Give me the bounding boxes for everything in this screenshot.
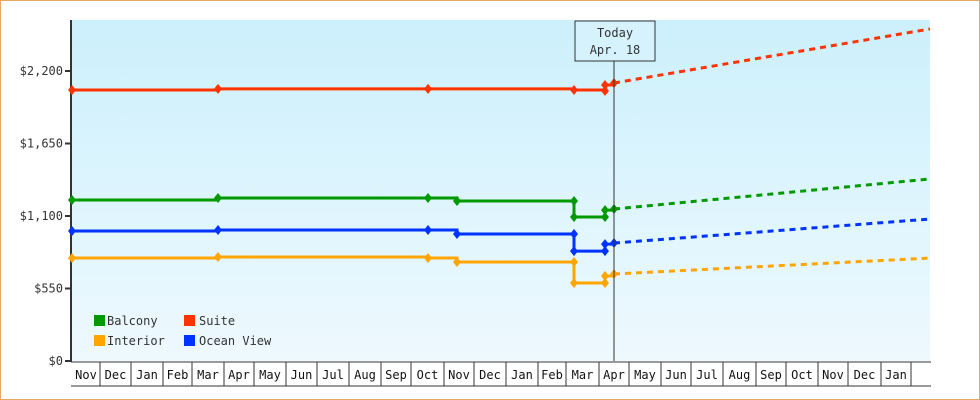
data-point[interactable] — [424, 253, 432, 264]
x-month-label: Oct — [417, 368, 439, 382]
x-month-label: Apr — [603, 368, 625, 382]
series-lines — [68, 27, 931, 288]
data-point[interactable] — [570, 277, 578, 288]
legend-label: Suite — [199, 314, 235, 328]
legend-label: Balcony — [107, 314, 158, 328]
data-point[interactable] — [68, 84, 76, 95]
plot-area — [71, 20, 930, 361]
x-month-label: Feb — [541, 368, 563, 382]
x-month-label: Aug — [729, 368, 751, 382]
data-point[interactable] — [68, 195, 76, 206]
x-month-label: May — [634, 368, 656, 382]
series-ocean-view — [68, 217, 931, 257]
data-point[interactable] — [601, 239, 609, 250]
x-month-label: Nov — [822, 368, 844, 382]
today-label: Today — [597, 26, 633, 40]
x-month-label: Jan — [885, 368, 907, 382]
balcony-swatch-icon — [94, 315, 105, 326]
data-point[interactable] — [453, 195, 461, 206]
data-point[interactable] — [424, 224, 432, 235]
data-point[interactable] — [601, 205, 609, 216]
legend: Balcony Suite Interior Ocean View — [94, 314, 272, 348]
x-month-label: Jan — [511, 368, 533, 382]
legend-item-suite[interactable]: Suite — [184, 314, 235, 328]
y-tick-label: $0 — [49, 354, 63, 368]
data-point[interactable] — [68, 253, 76, 264]
x-month-label: Jan — [136, 368, 158, 382]
x-month-label: Sep — [760, 368, 782, 382]
x-month-label: Sep — [385, 368, 407, 382]
interior-swatch-icon — [94, 335, 105, 346]
data-point[interactable] — [214, 83, 222, 94]
x-month-label: Feb — [167, 368, 189, 382]
x-month-label: Jul — [322, 368, 344, 382]
data-point[interactable] — [601, 246, 609, 257]
data-point[interactable] — [601, 212, 609, 223]
data-point[interactable] — [601, 277, 609, 288]
x-month-label: Dec — [105, 368, 127, 382]
series-interior — [68, 251, 931, 288]
x-month-label: Jun — [291, 368, 313, 382]
legend-label: Ocean View — [199, 334, 272, 348]
y-tick-label: $1,100 — [20, 209, 63, 223]
data-point[interactable] — [601, 85, 609, 96]
x-month-label: Oct — [791, 368, 813, 382]
y-tick-label: $550 — [34, 282, 63, 296]
data-point[interactable] — [570, 212, 578, 223]
x-month-label: Aug — [354, 368, 376, 382]
y-tick-label: $2,200 — [20, 64, 63, 78]
ocean-view-swatch-icon — [184, 335, 195, 346]
x-month-label: Apr — [228, 368, 250, 382]
data-point[interactable] — [601, 270, 609, 281]
legend-item-balcony[interactable]: Balcony — [94, 314, 158, 328]
x-month-label: Dec — [479, 368, 501, 382]
x-month-label: Nov — [448, 368, 470, 382]
suite-swatch-icon — [184, 315, 195, 326]
today-marker: Today Apr. 18 — [574, 20, 656, 361]
x-month-label: Mar — [572, 368, 594, 382]
data-point[interactable] — [570, 229, 578, 240]
data-point[interactable] — [424, 192, 432, 203]
x-month-label: Jul — [696, 368, 718, 382]
data-point[interactable] — [570, 257, 578, 268]
data-point[interactable] — [570, 246, 578, 257]
legend-label: Interior — [107, 334, 165, 348]
data-point[interactable] — [570, 84, 578, 95]
today-date: Apr. 18 — [590, 43, 641, 57]
legend-item-interior[interactable]: Interior — [94, 334, 165, 348]
x-axis-months: Nov Dec Jan Feb Mar Apr May Jun Jul Aug Sep Oct Nov D… — [71, 361, 931, 387]
data-point[interactable] — [453, 257, 461, 268]
data-point[interactable] — [453, 229, 461, 240]
legend-item-ocean-view[interactable]: Ocean View — [184, 334, 272, 348]
x-month-label: Dec — [854, 368, 876, 382]
data-point[interactable] — [601, 79, 609, 90]
y-tick-label: $1,650 — [20, 137, 63, 151]
data-point[interactable] — [214, 192, 222, 203]
data-point[interactable] — [424, 83, 432, 94]
data-point[interactable] — [214, 251, 222, 262]
x-month-label: Nov — [75, 368, 97, 382]
data-point[interactable] — [214, 224, 222, 235]
series-balcony — [68, 177, 931, 223]
x-month-label: May — [259, 368, 281, 382]
x-month-label: Mar — [197, 368, 219, 382]
data-point[interactable] — [570, 195, 578, 206]
y-ticks: $0 $550 $1,100 $1,650 $2,200 — [20, 64, 71, 368]
x-month-label: Jun — [665, 368, 687, 382]
data-point[interactable] — [68, 226, 76, 237]
